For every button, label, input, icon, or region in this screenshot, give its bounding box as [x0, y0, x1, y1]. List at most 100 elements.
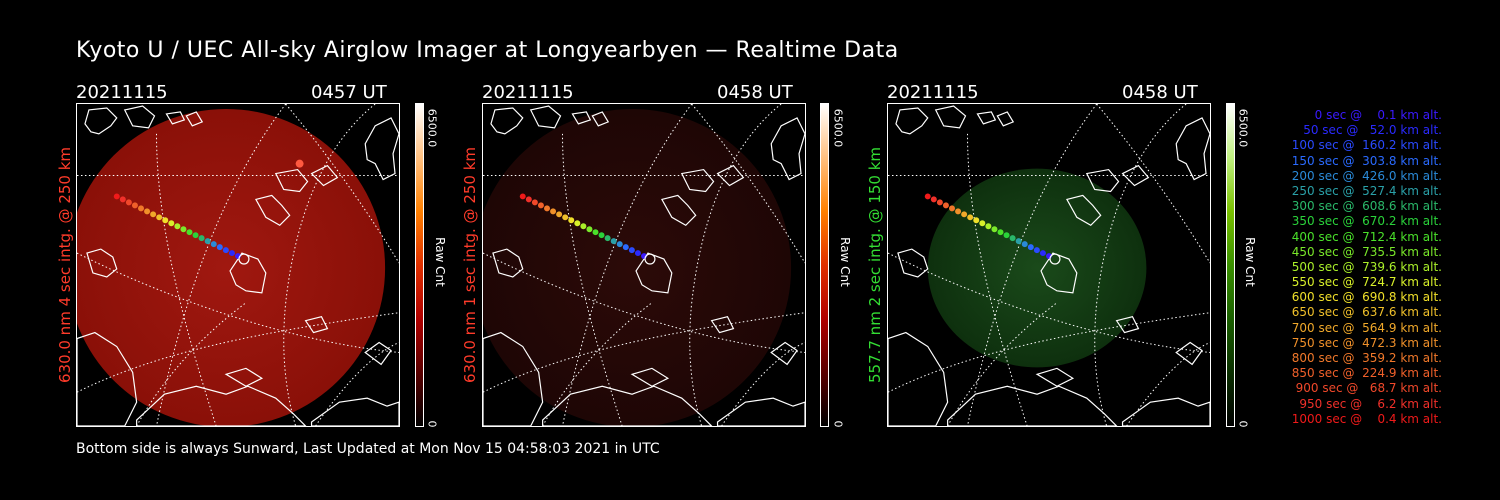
- coastlines: [483, 105, 805, 426]
- satellite-track: [113, 193, 250, 265]
- track-point: [192, 232, 199, 239]
- panel-1-scale-label: Raw Cnt: [433, 237, 447, 287]
- legend-row: 1000 sec @ 0.4 km alt.: [1291, 411, 1442, 426]
- panel-2-scale-label: Raw Cnt: [838, 237, 852, 287]
- track-point: [150, 211, 157, 218]
- track-point: [550, 208, 557, 215]
- track-point: [556, 211, 563, 218]
- track-point: [580, 223, 587, 230]
- sky-disc: [77, 109, 386, 426]
- legend-row: 650 sec @ 637.6 km alt.: [1287, 305, 1442, 320]
- track-point: [222, 247, 229, 254]
- track-point: [1003, 232, 1010, 239]
- altitude-legend: 0 sec @ 0.1 km alt. 50 sec @ 52.0 km alt…: [1262, 108, 1442, 427]
- track-point: [156, 214, 163, 221]
- track-point: [979, 220, 986, 227]
- track-point: [198, 235, 205, 242]
- track-point: [113, 193, 120, 200]
- station-marker: [1049, 253, 1061, 265]
- legend-row: 0 sec @ 0.1 km alt.: [1303, 108, 1442, 122]
- station-marker: [238, 253, 250, 265]
- track-point: [967, 214, 974, 221]
- panel-1-time: 0457 UT: [311, 82, 387, 103]
- panel-1-ylabel: 630.0 nm 4 sec intg. @ 250 km: [56, 146, 74, 384]
- track-point: [997, 229, 1004, 236]
- legend-row: 800 sec @ 359.2 km alt.: [1287, 351, 1442, 365]
- panel-2-scale-min: 0: [831, 420, 845, 428]
- legend-row: 150 sec @ 303.8 km alt.: [1287, 153, 1442, 168]
- footer-note: Bottom side is always Sunward, Last Upda…: [76, 441, 660, 457]
- track-point: [119, 196, 126, 203]
- panel-2-image: [482, 103, 806, 427]
- track-point: [942, 202, 949, 209]
- track-point: [574, 220, 581, 227]
- track-point: [973, 217, 980, 224]
- track-point: [1039, 250, 1046, 257]
- coastlines: [77, 105, 399, 426]
- legend-row: 350 sec @ 670.2 km alt.: [1287, 214, 1442, 229]
- track-point: [519, 193, 526, 200]
- track-point: [955, 208, 962, 215]
- track-point: [961, 211, 968, 218]
- track-point: [610, 238, 617, 245]
- track-point: [586, 226, 593, 233]
- track-point: [544, 205, 550, 212]
- track-point: [131, 202, 138, 209]
- track-point: [949, 205, 955, 212]
- panel-3-ylabel: 557.7 nm 2 sec intg. @ 150 km: [866, 146, 884, 384]
- track-point: [604, 235, 611, 242]
- legend-row: 50 sec @ 52.0 km alt.: [1295, 123, 1442, 138]
- track-point: [1015, 238, 1022, 245]
- track-point: [598, 232, 605, 239]
- track-point: [162, 217, 169, 224]
- track-point: [562, 214, 569, 221]
- track-point: [531, 199, 538, 206]
- panel-3-time: 0458 UT: [1122, 82, 1198, 103]
- track-point: [180, 226, 187, 233]
- legend-row: 450 sec @ 735.5 km alt.: [1287, 244, 1442, 259]
- panel-1-scale-min: 0: [425, 420, 439, 428]
- track-point: [138, 205, 144, 212]
- bright-spot: [295, 159, 304, 168]
- panel-3-image: [887, 103, 1211, 427]
- track-point: [991, 226, 998, 233]
- legend-row: 950 sec @ 6.2 km alt.: [1295, 396, 1442, 411]
- panel-3-scale-max: 6500.0: [1236, 108, 1250, 148]
- track-point: [985, 223, 992, 230]
- legend-row: 300 sec @ 608.6 km alt.: [1287, 199, 1442, 214]
- panel-2-colorbar: [820, 103, 829, 427]
- panel-2-time: 0458 UT: [717, 82, 793, 103]
- legend-row: 550 sec @ 724.7 km alt.: [1287, 275, 1442, 290]
- track-point: [168, 220, 175, 227]
- panel-3-scale-label: Raw Cnt: [1243, 237, 1257, 287]
- track-point: [592, 229, 599, 236]
- panel-2-date: 20211115: [482, 82, 574, 103]
- legend-row: 900 sec @ 68.7 km alt.: [1291, 381, 1442, 396]
- track-point: [936, 199, 943, 206]
- legend-row: 250 sec @ 527.4 km alt.: [1287, 183, 1442, 198]
- track-point: [1027, 244, 1034, 251]
- legend-row: 850 sec @ 224.9 km alt.: [1287, 366, 1442, 381]
- track-point: [210, 241, 217, 248]
- panel-1-scale-max: 6500.0: [425, 108, 439, 148]
- track-point: [204, 238, 211, 245]
- track-point: [216, 244, 223, 251]
- track-point: [1021, 241, 1028, 248]
- panel-1-image: [76, 103, 400, 427]
- track-point: [1009, 235, 1016, 242]
- track-point: [525, 196, 532, 203]
- panel-1-colorbar: [415, 103, 424, 427]
- track-point: [634, 250, 641, 257]
- track-point: [568, 217, 575, 224]
- panel-3-date: 20211115: [887, 82, 979, 103]
- track-point: [1033, 247, 1040, 254]
- page-title: Kyoto U / UEC All-sky Airglow Imager at …: [76, 38, 899, 63]
- satellite-track: [924, 193, 1061, 265]
- sky-disc: [927, 168, 1147, 368]
- track-point: [616, 241, 623, 248]
- coastlines: [888, 105, 1210, 426]
- panel-3-colorbar: [1226, 103, 1235, 427]
- track-point: [628, 247, 635, 254]
- legend-row: 600 sec @ 690.8 km alt.: [1287, 290, 1442, 305]
- legend-row: 500 sec @ 739.6 km alt.: [1287, 259, 1442, 274]
